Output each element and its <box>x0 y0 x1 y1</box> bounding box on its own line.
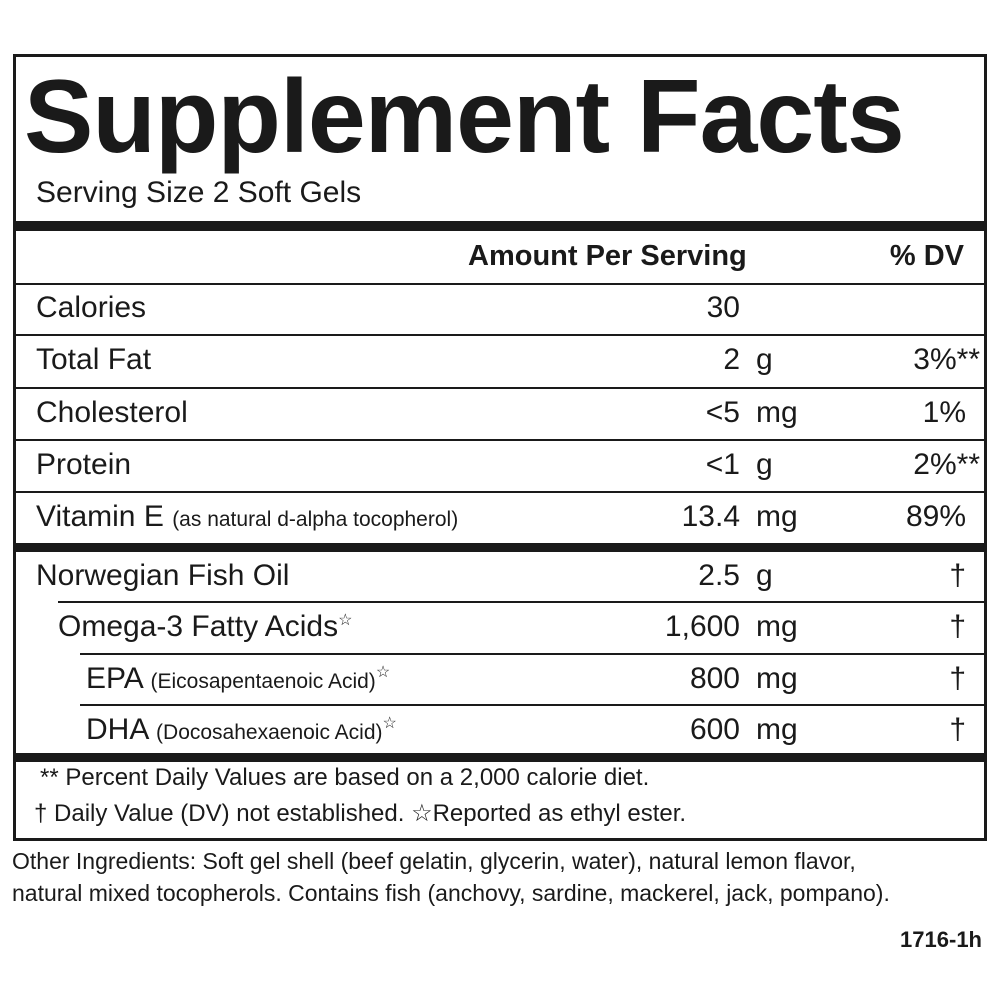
table-row: Total Fat 2 g 3%** <box>16 335 984 385</box>
nutrient-name: Cholesterol <box>36 396 188 430</box>
name-detail: (Docosahexaenoic Acid) <box>156 721 383 744</box>
amount-unit: mg <box>756 610 798 643</box>
divider <box>16 283 984 285</box>
amount-unit: mg <box>756 396 798 429</box>
dv-header: % DV <box>889 240 964 272</box>
nutrient-name: EPA (Eicosapentaenoic Acid)☆ <box>86 662 390 696</box>
name-text: Calories <box>36 291 147 324</box>
dv-value: 3%** <box>913 343 980 376</box>
name-text: Total Fat <box>36 343 152 376</box>
nutrient-name: Norwegian Fish Oil <box>36 559 289 593</box>
name-text: Cholesterol <box>36 396 188 429</box>
table-row: Protein <1 g 2%** <box>16 440 984 490</box>
serving-size: Serving Size 2 Soft Gels <box>36 176 362 209</box>
thick-divider <box>16 221 984 231</box>
table-row: DHA (Docosahexaenoic Acid)☆ 600 mg † <box>16 705 984 755</box>
table-row: Cholesterol <5 mg 1% <box>16 388 984 438</box>
dv-value: 1% <box>922 396 966 429</box>
amount-value: 2 <box>723 343 740 376</box>
divider <box>80 653 984 655</box>
divider <box>80 704 984 706</box>
nutrient-name: Calories <box>36 291 146 325</box>
name-detail: (as natural d-alpha tocopherol) <box>172 508 459 531</box>
star-icon: ☆ <box>382 715 397 732</box>
nutrient-name: Vitamin E (as natural d-alpha tocopherol… <box>36 500 458 534</box>
amount-value: 800 <box>689 662 740 695</box>
amount-unit: g <box>756 448 773 481</box>
divider <box>58 601 984 603</box>
name-text: Omega-3 Fatty Acids <box>58 610 339 643</box>
nutrient-name: Total Fat <box>36 343 151 377</box>
product-code: 1716-1h <box>900 927 982 952</box>
table-row: Calories 30 <box>16 283 984 333</box>
supplement-facts-panel <box>13 54 987 841</box>
amount-value: <1 <box>705 448 740 481</box>
amount-unit: g <box>756 559 773 592</box>
amount-value: 1,600 <box>664 610 740 643</box>
name-detail: (Eicosapentaenoic Acid) <box>150 670 376 693</box>
nutrient-name: DHA (Docosahexaenoic Acid)☆ <box>86 713 397 747</box>
dv-value: † <box>949 559 966 592</box>
dv-value: † <box>949 662 966 695</box>
thick-divider <box>16 543 984 552</box>
nutrient-name: Protein <box>36 448 131 482</box>
thick-divider <box>16 753 984 762</box>
table-row: Omega-3 Fatty Acids☆ 1,600 mg † <box>16 602 984 652</box>
name-text: Norwegian Fish Oil <box>36 559 290 592</box>
divider <box>16 439 984 441</box>
dv-value: 2%** <box>913 448 980 481</box>
divider <box>16 491 984 493</box>
star-icon: ☆ <box>375 664 391 681</box>
amount-header: Amount Per Serving <box>468 240 747 272</box>
amount-unit: mg <box>756 662 798 695</box>
footnote-dv: ** Percent Daily Values are based on a 2… <box>40 764 650 791</box>
other-ingredients-line-2: natural mixed tocopherols. Contains fish… <box>12 880 890 906</box>
amount-value: <5 <box>705 396 740 429</box>
name-text: Protein <box>36 448 132 481</box>
name-text: DHA <box>86 713 148 746</box>
table-row: EPA (Eicosapentaenoic Acid)☆ 800 mg † <box>16 654 984 704</box>
footnote-dagger: † Daily Value (DV) not established. ☆Rep… <box>34 800 687 827</box>
dv-value: 89% <box>905 500 966 533</box>
amount-value: 13.4 <box>681 500 740 533</box>
divider <box>16 334 984 336</box>
dv-value: † <box>949 713 966 746</box>
amount-value: 30 <box>706 291 740 324</box>
divider <box>16 387 984 389</box>
name-text: Vitamin E <box>36 500 164 533</box>
table-row: Norwegian Fish Oil 2.5 g † <box>16 551 984 601</box>
amount-value: 600 <box>689 713 740 746</box>
table-row: Vitamin E (as natural d-alpha tocopherol… <box>16 492 984 542</box>
amount-unit: g <box>756 343 773 376</box>
dv-value: † <box>949 610 966 643</box>
panel-title: Supplement Facts <box>24 59 905 175</box>
amount-value: 2.5 <box>698 559 740 592</box>
nutrient-name: Omega-3 Fatty Acids☆ <box>58 610 352 644</box>
star-icon: ☆ <box>338 612 353 629</box>
amount-unit: mg <box>756 713 798 746</box>
name-text: EPA <box>86 662 143 695</box>
other-ingredients-line-1: Other Ingredients: Soft gel shell (beef … <box>12 848 856 874</box>
amount-unit: mg <box>756 500 798 533</box>
